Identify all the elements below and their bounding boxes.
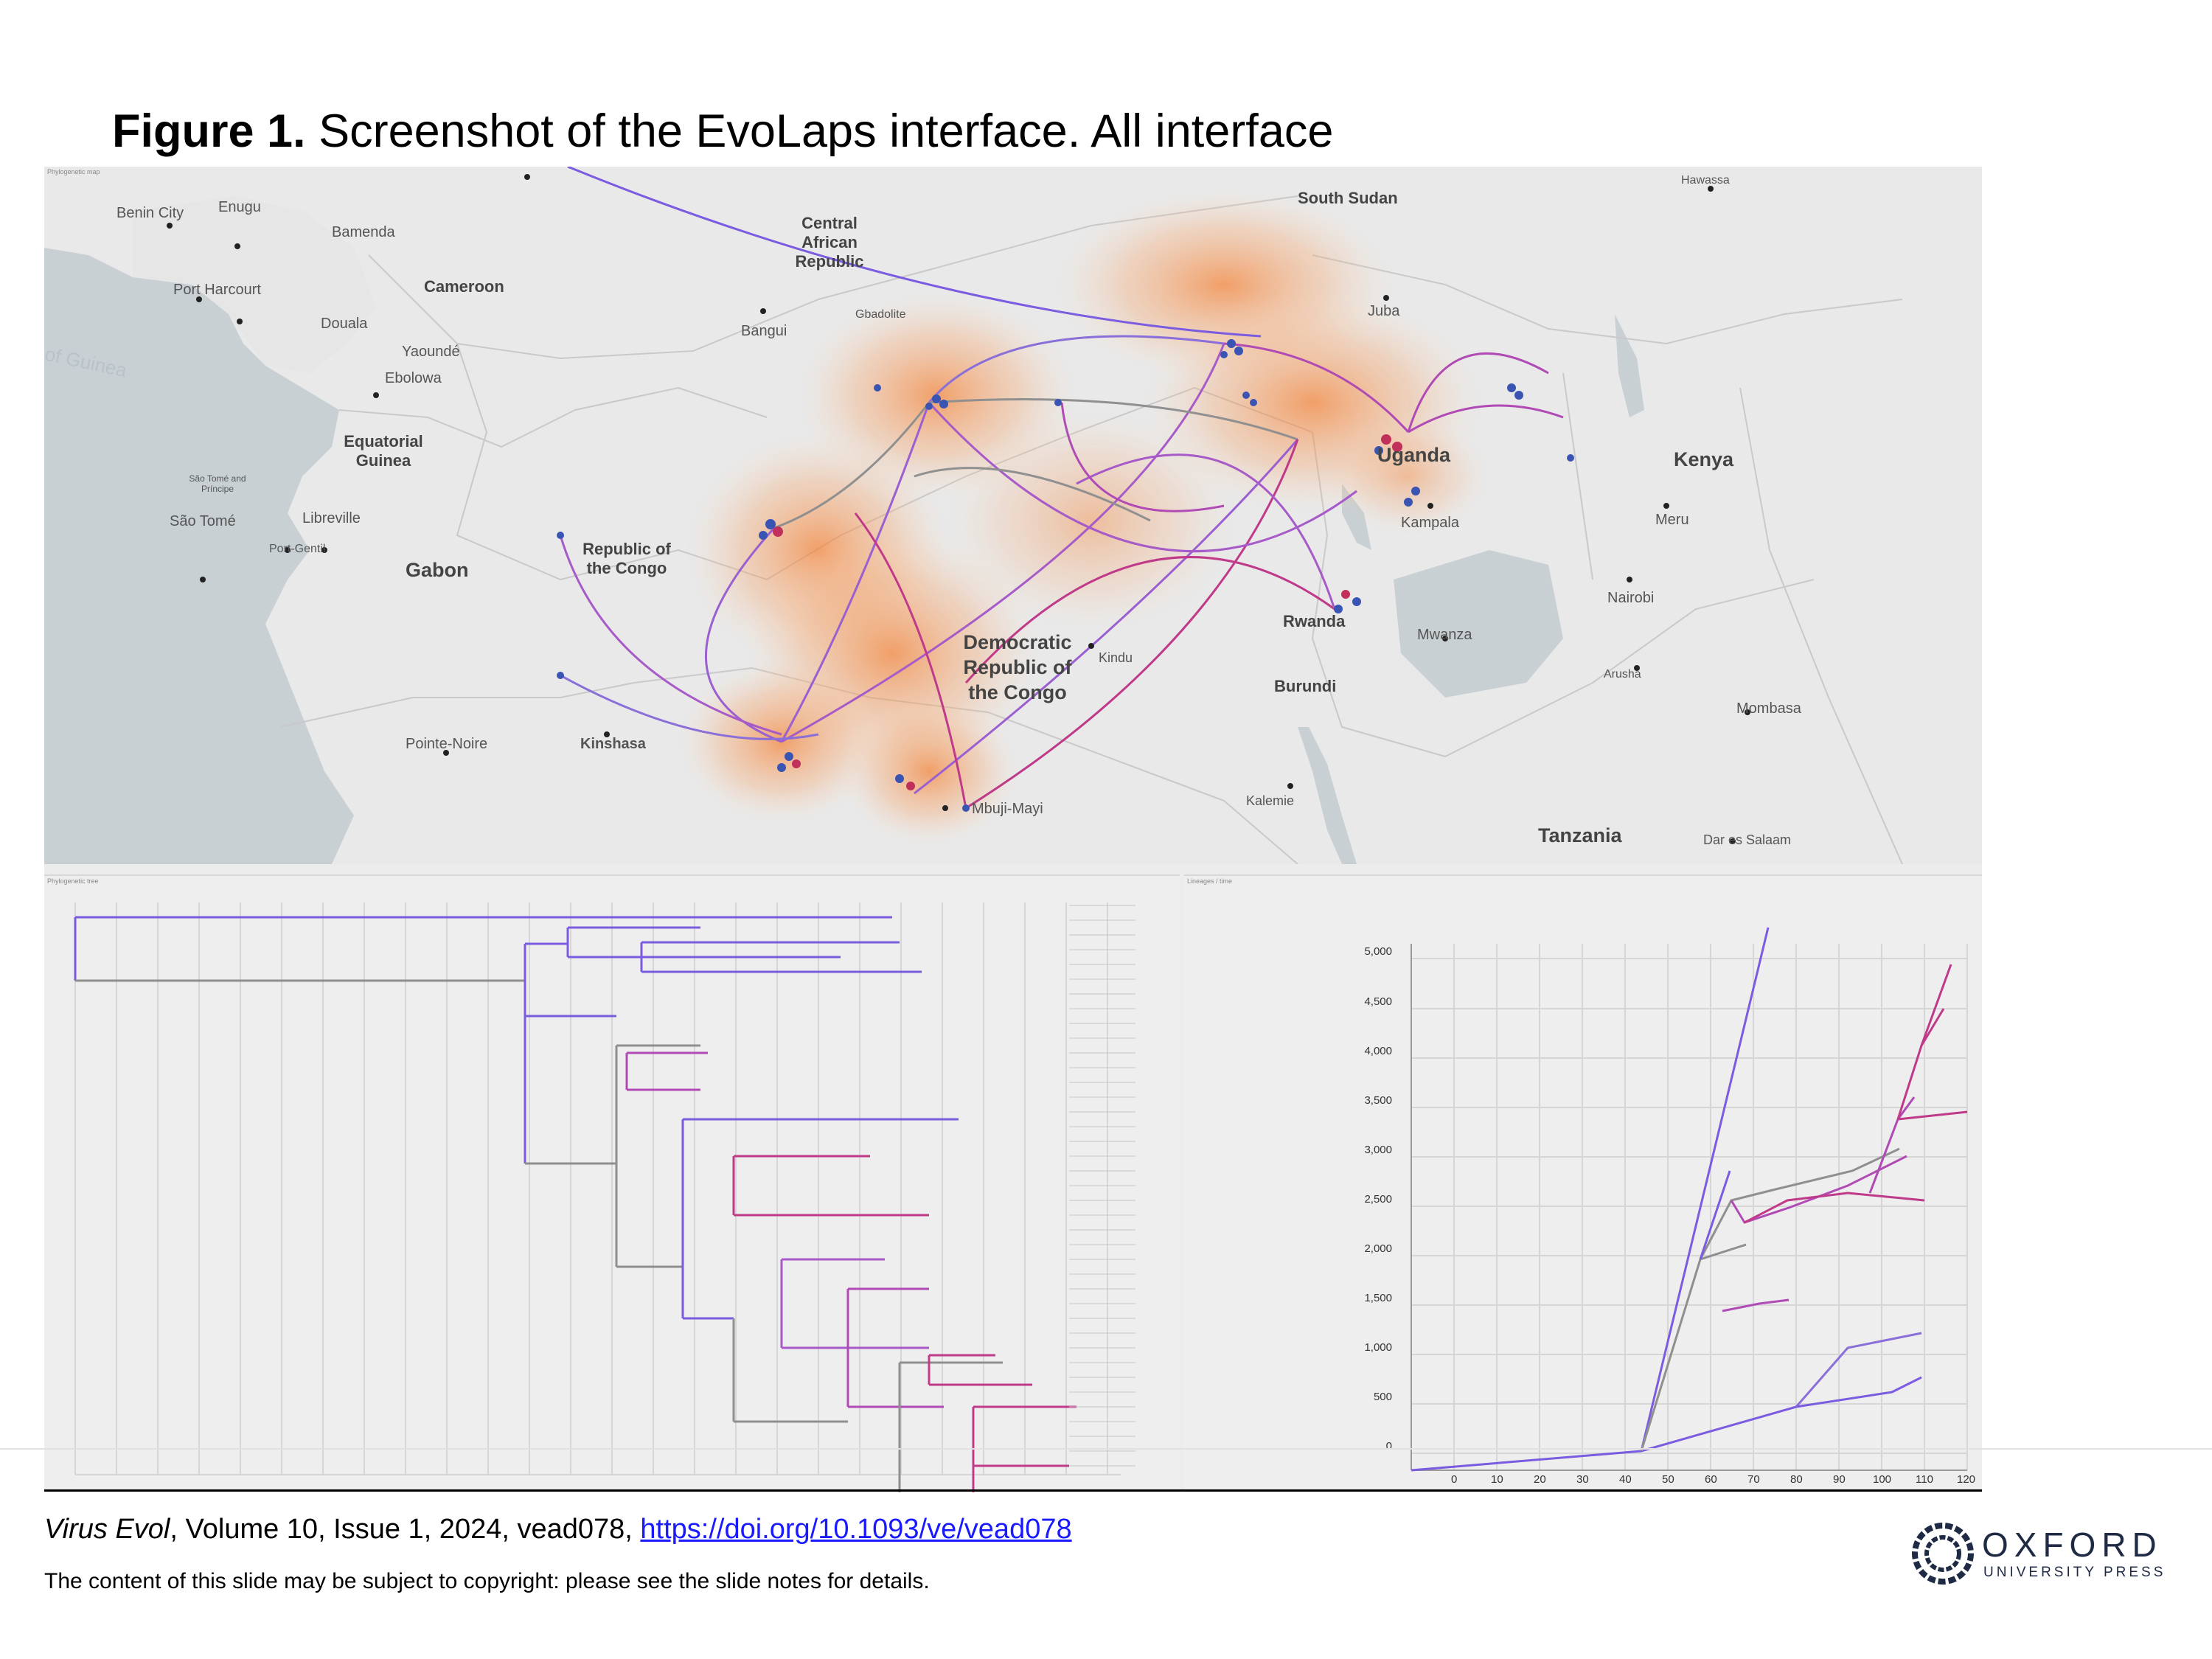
country-label: Equatorial Guinea <box>344 432 423 470</box>
tree-branches <box>74 916 1077 1492</box>
city-label: Arusha <box>1604 668 1641 681</box>
country-label: Tanzania <box>1538 824 1622 846</box>
tree-grid <box>74 902 1121 1475</box>
city-label: Bamenda <box>332 224 395 240</box>
city-label: Bangui <box>741 323 787 339</box>
country-label: Burundi <box>1274 677 1337 695</box>
city-label: Mombasa <box>1736 700 1801 717</box>
map-panel-tab[interactable]: Phylogenetic map <box>47 168 100 175</box>
city-label: Dar es Salaam <box>1703 832 1792 847</box>
map-canvas <box>44 167 1903 864</box>
oup-logo: OXFORD UNIVERSITY PRESS <box>1911 1522 2177 1588</box>
city-label: Port Harcourt <box>173 282 261 298</box>
city-label: Hawassa <box>1681 174 1730 187</box>
city-label: Kinshasa <box>580 736 646 752</box>
city-label: Gbadolite <box>855 308 906 321</box>
city-label: Kindu <box>1099 650 1133 665</box>
figure-label: Figure 1. <box>112 105 306 157</box>
city-label: Port-Gentil <box>269 543 326 555</box>
tip-labels <box>1069 905 1135 1467</box>
city-label: Juba <box>1368 303 1400 319</box>
city-label: Mbuji-Mayi <box>972 801 1043 817</box>
ltt-lines <box>1411 927 1968 1472</box>
lake-tanganyika <box>1298 727 1357 864</box>
city-label: Yaoundé <box>402 344 460 360</box>
lake-victoria <box>1394 550 1563 698</box>
country-label: Rwanda <box>1283 612 1346 630</box>
city-label: Kampala <box>1401 515 1459 531</box>
ltt-panel-tab[interactable]: Lineages / time <box>1187 877 1233 885</box>
footer-divider <box>44 1489 1982 1492</box>
figure-title: Figure 1. Screenshot of the EvoLaps inte… <box>112 105 1333 158</box>
lake-turkana <box>1615 314 1644 417</box>
city-label: Libreville <box>302 510 361 526</box>
city-label: Pointe-Noire <box>406 736 488 752</box>
country-label: Democratic Republic of the Congo <box>963 631 1072 703</box>
country-label: São Tomé and Príncipe <box>189 473 246 494</box>
heatmap <box>678 189 1489 845</box>
evolaps-screenshot: Phylogenetic map Benin City Enugu Bamend… <box>44 167 1982 1492</box>
country-label: Republic of the Congo <box>582 540 671 577</box>
country-label: Kenya <box>1674 448 1734 470</box>
ltt-grid <box>1411 944 1968 1471</box>
citation: Virus Evol, Volume 10, Issue 1, 2024, ve… <box>44 1514 1072 1545</box>
ltt-plot <box>1411 927 1968 1472</box>
city-label: São Tomé <box>170 513 236 529</box>
publisher-name: OXFORD <box>1982 1526 2163 1564</box>
migration-arcs <box>559 167 1564 810</box>
city-label: Mwanza <box>1417 627 1472 643</box>
city-label: Enugu <box>218 199 261 215</box>
journal-name: Virus Evol <box>44 1514 170 1545</box>
city-label: Benin City <box>116 205 184 221</box>
country-label: Central African Republic <box>795 214 864 271</box>
doi-link[interactable]: https://doi.org/10.1093/ve/vead078 <box>640 1514 1072 1545</box>
tree-panel-tab[interactable]: Phylogenetic tree <box>47 877 99 885</box>
land-west-coast <box>133 196 376 373</box>
slide-guide-line <box>0 1448 2212 1450</box>
phylogenetic-tree <box>74 902 1135 1492</box>
country-label: Cameroon <box>424 277 504 296</box>
sample-nodes <box>557 339 1574 812</box>
city-label: Meru <box>1655 512 1689 528</box>
country-label: Gabon <box>406 559 469 581</box>
country-label: South Sudan <box>1298 189 1398 207</box>
ocean <box>44 167 354 864</box>
citation-details: , Volume 10, Issue 1, 2024, vead078, <box>170 1514 641 1545</box>
city-label: Nairobi <box>1607 590 1655 606</box>
publisher-sub: UNIVERSITY PRESS <box>1983 1565 2166 1580</box>
oup-emblem-icon <box>1912 1523 1974 1585</box>
map-panel: Phylogenetic map Benin City Enugu Bamend… <box>44 167 1982 864</box>
figure-caption: Screenshot of the EvoLaps interface. All… <box>319 105 1334 157</box>
copyright-notice: The content of this slide may be subject… <box>44 1569 930 1593</box>
phylogenetic-tree-panel: Phylogenetic tree <box>44 874 1180 1492</box>
country-label: Uganda <box>1377 444 1451 466</box>
city-label: Kalemie <box>1246 793 1295 808</box>
city-dots <box>167 174 1750 844</box>
ltt-panel: Lineages / time <box>1184 874 1982 1492</box>
city-label: Ebolowa <box>385 370 442 386</box>
city-label: Douala <box>321 316 368 332</box>
